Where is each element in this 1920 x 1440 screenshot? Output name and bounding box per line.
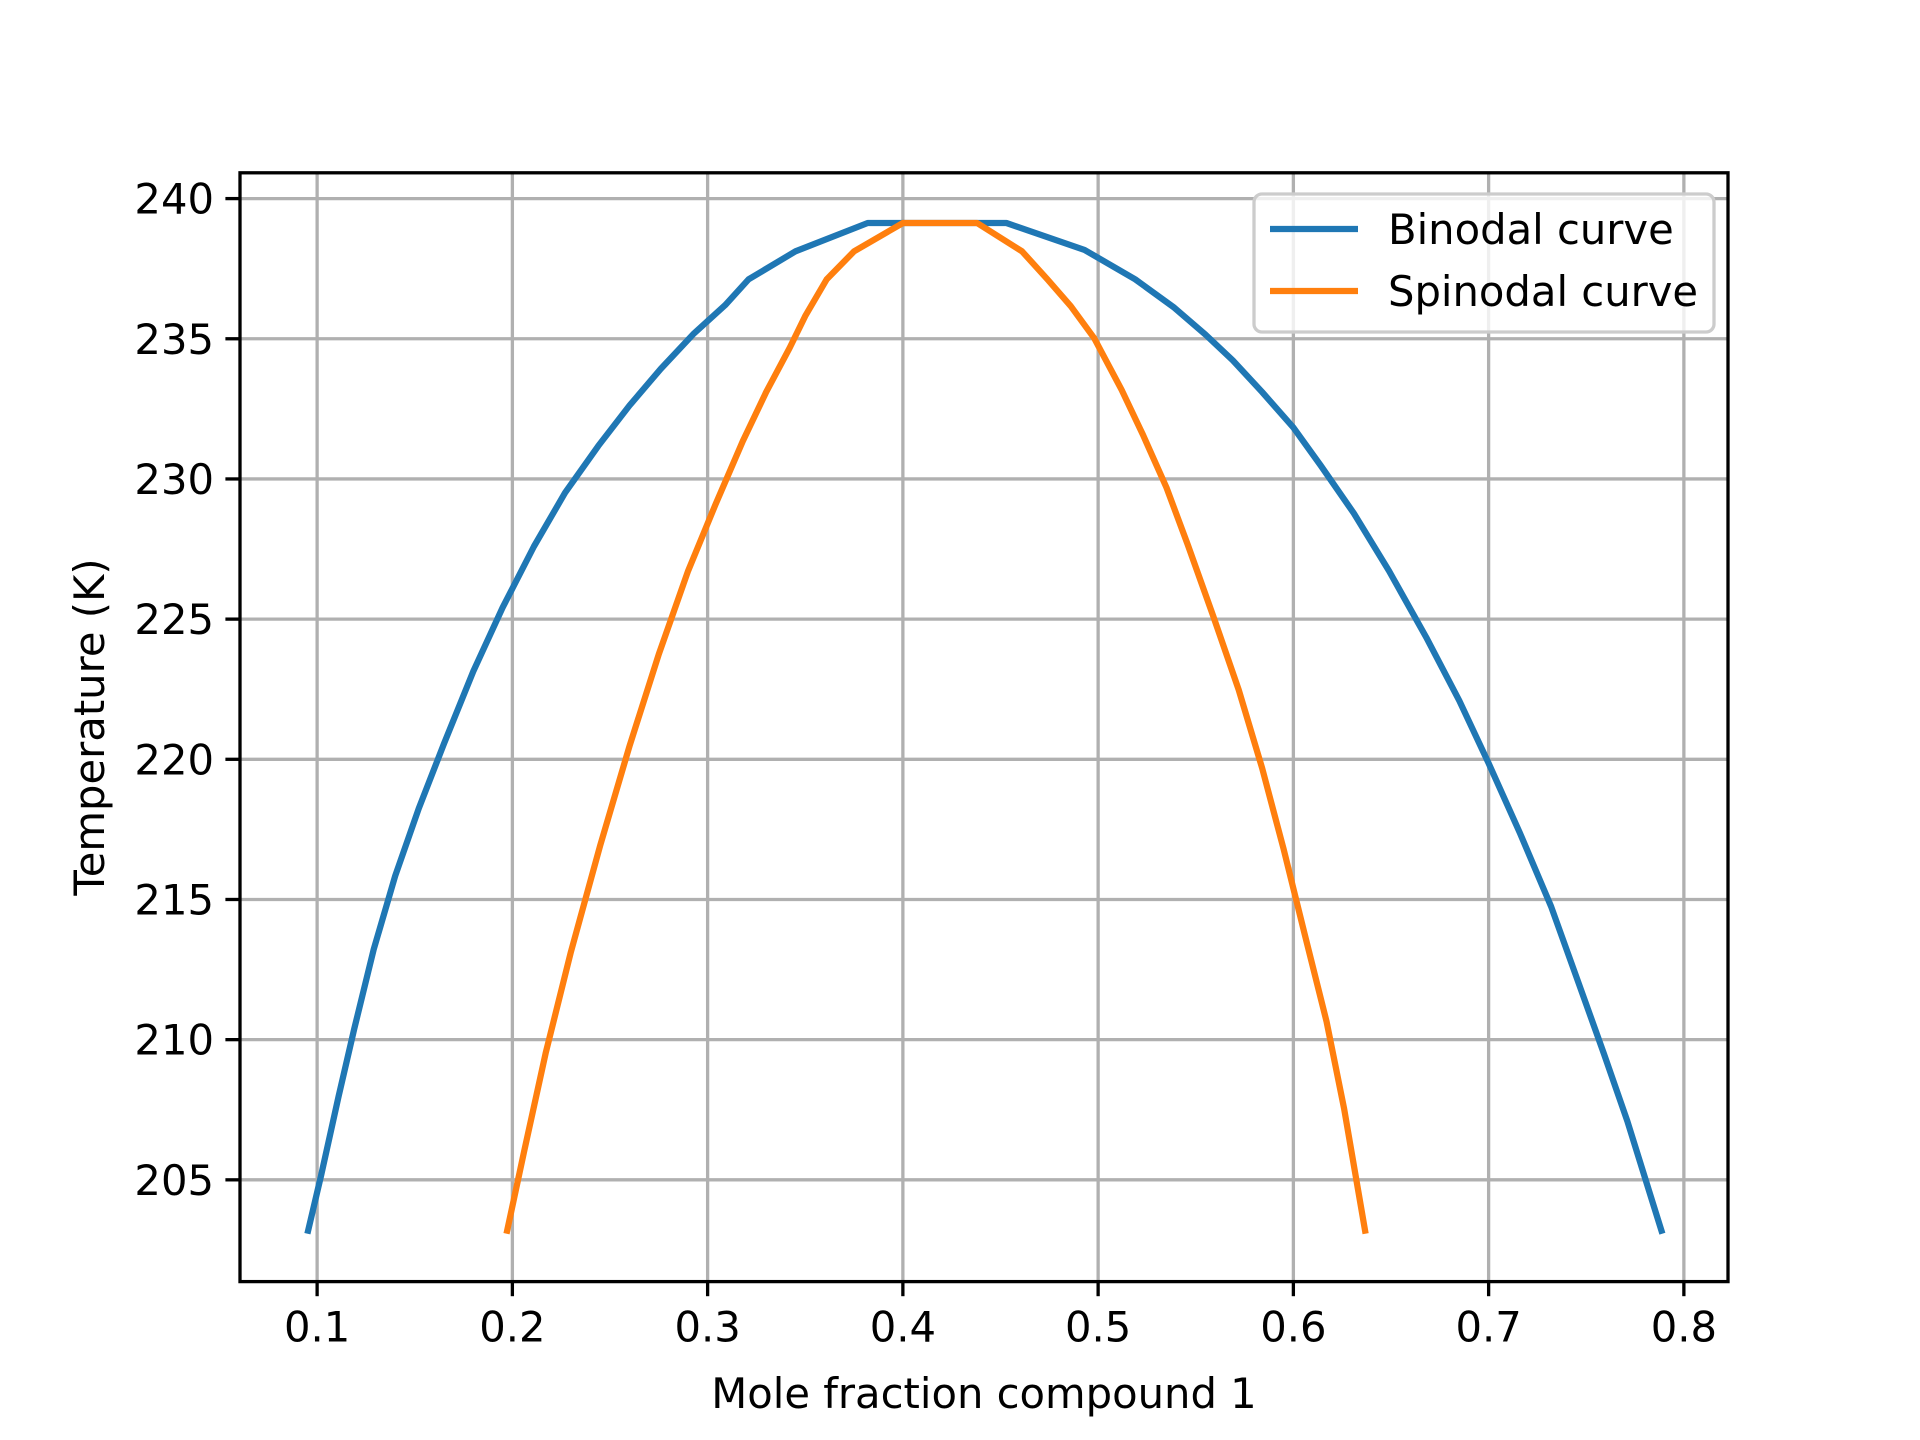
x-tick-label: 0.2	[479, 1303, 545, 1352]
series-line-spinodal	[503, 219, 1369, 1235]
legend-box	[1252, 192, 1716, 334]
x-tick-label: 0.5	[1065, 1303, 1131, 1352]
x-tick-label: 0.4	[870, 1303, 936, 1352]
y-tick-label: 235	[134, 315, 214, 364]
y-tick-label: 230	[134, 455, 214, 504]
legend: Binodal curve Spinodal curve	[1252, 192, 1716, 334]
y-tick-label: 225	[134, 595, 214, 644]
y-tick-label: 215	[134, 875, 214, 924]
y-tick-label: 210	[134, 1016, 214, 1065]
legend-label-binodal: Binodal curve	[1388, 205, 1674, 254]
y-tick-label: 220	[134, 735, 214, 784]
y-axis-label: Temperature (K)	[65, 558, 114, 896]
x-tick-label: 0.6	[1260, 1303, 1326, 1352]
y-tick-label: 205	[134, 1156, 214, 1205]
legend-label-spinodal: Spinodal curve	[1388, 267, 1698, 316]
grid	[240, 172, 1728, 1282]
x-tick-label: 0.1	[284, 1303, 350, 1352]
axes-frame	[238, 171, 1730, 1284]
x-tick-label: 0.3	[674, 1303, 740, 1352]
series-lines	[304, 219, 1666, 1235]
ticks: 0.1 0.2 0.3 0.4 0.5 0.6 0.7 0.8 205 210 215 220 225 2…	[134, 175, 1717, 1352]
x-tick-label: 0.8	[1651, 1303, 1717, 1352]
series-line-binodal	[304, 219, 1666, 1235]
x-axis-label: Mole fraction compound 1	[711, 1369, 1256, 1418]
x-tick-label: 0.7	[1455, 1303, 1521, 1352]
y-tick-label: 240	[134, 175, 214, 224]
